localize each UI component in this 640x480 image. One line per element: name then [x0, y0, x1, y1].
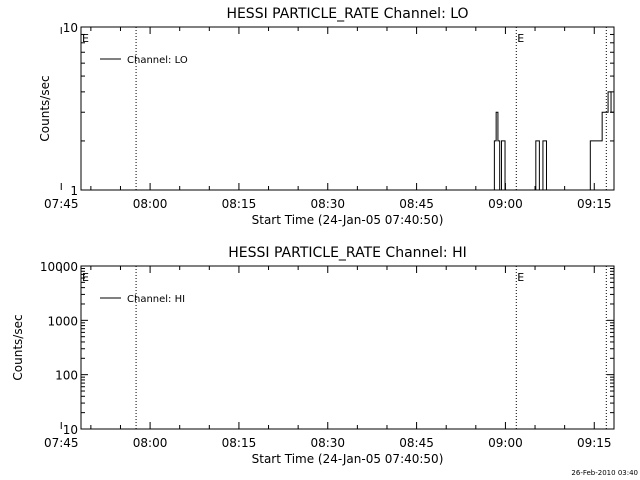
x-tick-label: 08:00: [133, 436, 168, 450]
x-tick-label: 09:00: [488, 436, 523, 450]
y-tick-label: 10: [63, 21, 78, 35]
x-tick-label: 07:45: [44, 197, 79, 211]
x-axis-label: Start Time (24-Jan-05 07:40:50): [252, 213, 444, 227]
y-tick-label: 10: [63, 423, 78, 437]
plot-frame: [80, 26, 615, 191]
y-tick-label: 1: [70, 184, 78, 198]
x-tick-label: 09:15: [577, 436, 612, 450]
event-marker-label: E: [517, 271, 524, 284]
footer-timestamp: 26-Feb-2010 03:40: [571, 469, 638, 477]
y-tick-label: 10000: [40, 260, 78, 274]
x-tick-label: 08:15: [222, 197, 257, 211]
legend-label: Channel: HI: [127, 294, 185, 305]
y-tick-label: 1000: [47, 314, 78, 328]
chart-panel-hi: HESSI PARTICLE_RATE Channel: HI 07:45 08:0…: [11, 245, 615, 466]
event-marker-label: E: [82, 32, 89, 45]
chart-title: HESSI PARTICLE_RATE Channel: LO: [226, 6, 468, 22]
event-marker-label: E: [82, 271, 89, 284]
y-axis-label: Counts/sec: [11, 314, 25, 380]
x-tick-label: 08:00: [133, 197, 168, 211]
y-axis-label: Counts/sec: [38, 75, 52, 141]
x-tick-label: 09:15: [577, 197, 612, 211]
series-line-0: [492, 91, 615, 191]
y-tick-label: 100: [55, 369, 78, 383]
x-tick-label: 08:30: [310, 197, 345, 211]
chart-title: HESSI PARTICLE_RATE Channel: HI: [228, 245, 466, 261]
x-tick-label: 08:30: [310, 436, 345, 450]
x-tick-label: 07:45: [44, 436, 79, 450]
event-marker-label: E: [517, 32, 524, 45]
x-tick-label: 08:15: [222, 436, 257, 450]
x-tick-label: 09:00: [488, 197, 523, 211]
plot-frame: [80, 265, 615, 430]
chart-panel-lo: HESSI PARTICLE_RATE Channel: LO 07:45 08:0…: [38, 6, 615, 227]
legend-label: Channel: LO: [127, 55, 188, 66]
x-tick-label: 08:45: [399, 197, 434, 211]
x-tick-label: 08:45: [399, 436, 434, 450]
x-axis-label: Start Time (24-Jan-05 07:40:50): [252, 452, 444, 466]
